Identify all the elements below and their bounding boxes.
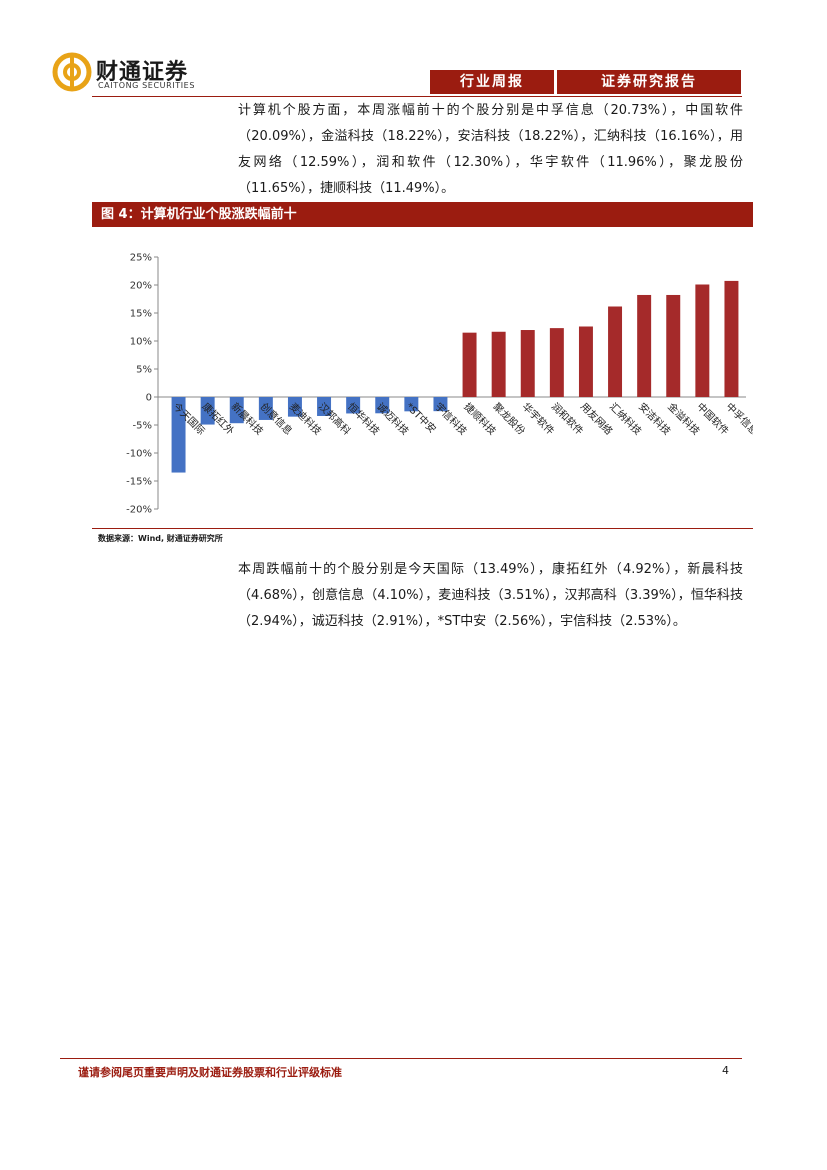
bar-2 — [200, 397, 215, 425]
y-tick-label: 25% — [130, 253, 152, 264]
page-header: 财通证券 CAITONG SECURITIES 行业周报 证券研究报告 — [0, 0, 827, 100]
y-tick-label: 10% — [130, 337, 152, 348]
y-tick-label: 15% — [130, 309, 152, 320]
y-tick-label: -5% — [133, 421, 152, 432]
y-tick-label: 5% — [136, 365, 152, 376]
bar-14 — [549, 328, 564, 397]
gainers-paragraph: 计算机个股方面，本周涨幅前十的个股分别是中孚信息（20.73%），中国软件（20… — [238, 103, 743, 196]
footer-disclaimer: 谨请参阅尾页重要声明及财通证券股票和行业评级标准 — [78, 1066, 342, 1079]
bar-1 — [171, 397, 186, 473]
bar-10 — [433, 397, 448, 412]
footer-divider — [60, 1058, 742, 1059]
y-tick-label: -15% — [126, 477, 152, 488]
y-tick-label: -10% — [126, 449, 152, 460]
caitong-logo-icon — [52, 52, 92, 92]
chart-divider — [92, 528, 753, 529]
bar-12 — [491, 331, 506, 397]
bar-9 — [404, 397, 419, 412]
weekly-report-tag: 行业周报 — [430, 70, 554, 94]
caitong-logo: 财通证券 CAITONG SECURITIES — [52, 52, 222, 96]
figure-title-bar: 图 4：计算机行业个股涨跌幅前十 — [92, 202, 753, 227]
bar-20 — [724, 280, 739, 397]
logo-chinese-name: 财通证券 — [96, 60, 189, 85]
bar-18 — [666, 294, 681, 397]
stock-change-bar-chart: 25%20%15%10%5%0-5%-10%-15%-20%今天国际康拓红外新晨… — [126, 253, 753, 516]
y-tick-label: 0 — [146, 393, 152, 404]
data-source-note: 数据来源：Wind, 财通证券研究所 — [98, 534, 223, 543]
bar-6 — [317, 397, 332, 416]
losers-paragraph: 本周跌幅前十的个股分别是今天国际（13.49%），康拓红外（4.92%），新晨科… — [238, 562, 743, 629]
bar-8 — [375, 397, 390, 414]
header-divider — [92, 96, 742, 97]
y-tick-label: 20% — [130, 281, 152, 292]
bar-7 — [346, 397, 361, 414]
bar-4 — [258, 397, 273, 420]
logo-english-name: CAITONG SECURITIES — [98, 81, 195, 90]
bar-5 — [287, 397, 302, 417]
bar-3 — [229, 397, 244, 424]
bar-19 — [695, 284, 710, 397]
y-tick-label: -20% — [126, 505, 152, 516]
page-number: 4 — [722, 1064, 729, 1077]
research-report-tag: 证券研究报告 — [557, 70, 741, 94]
bar-13 — [520, 330, 535, 397]
bar-11 — [462, 332, 477, 397]
bar-17 — [637, 294, 652, 397]
bar-15 — [578, 326, 593, 397]
bar-16 — [608, 306, 623, 397]
